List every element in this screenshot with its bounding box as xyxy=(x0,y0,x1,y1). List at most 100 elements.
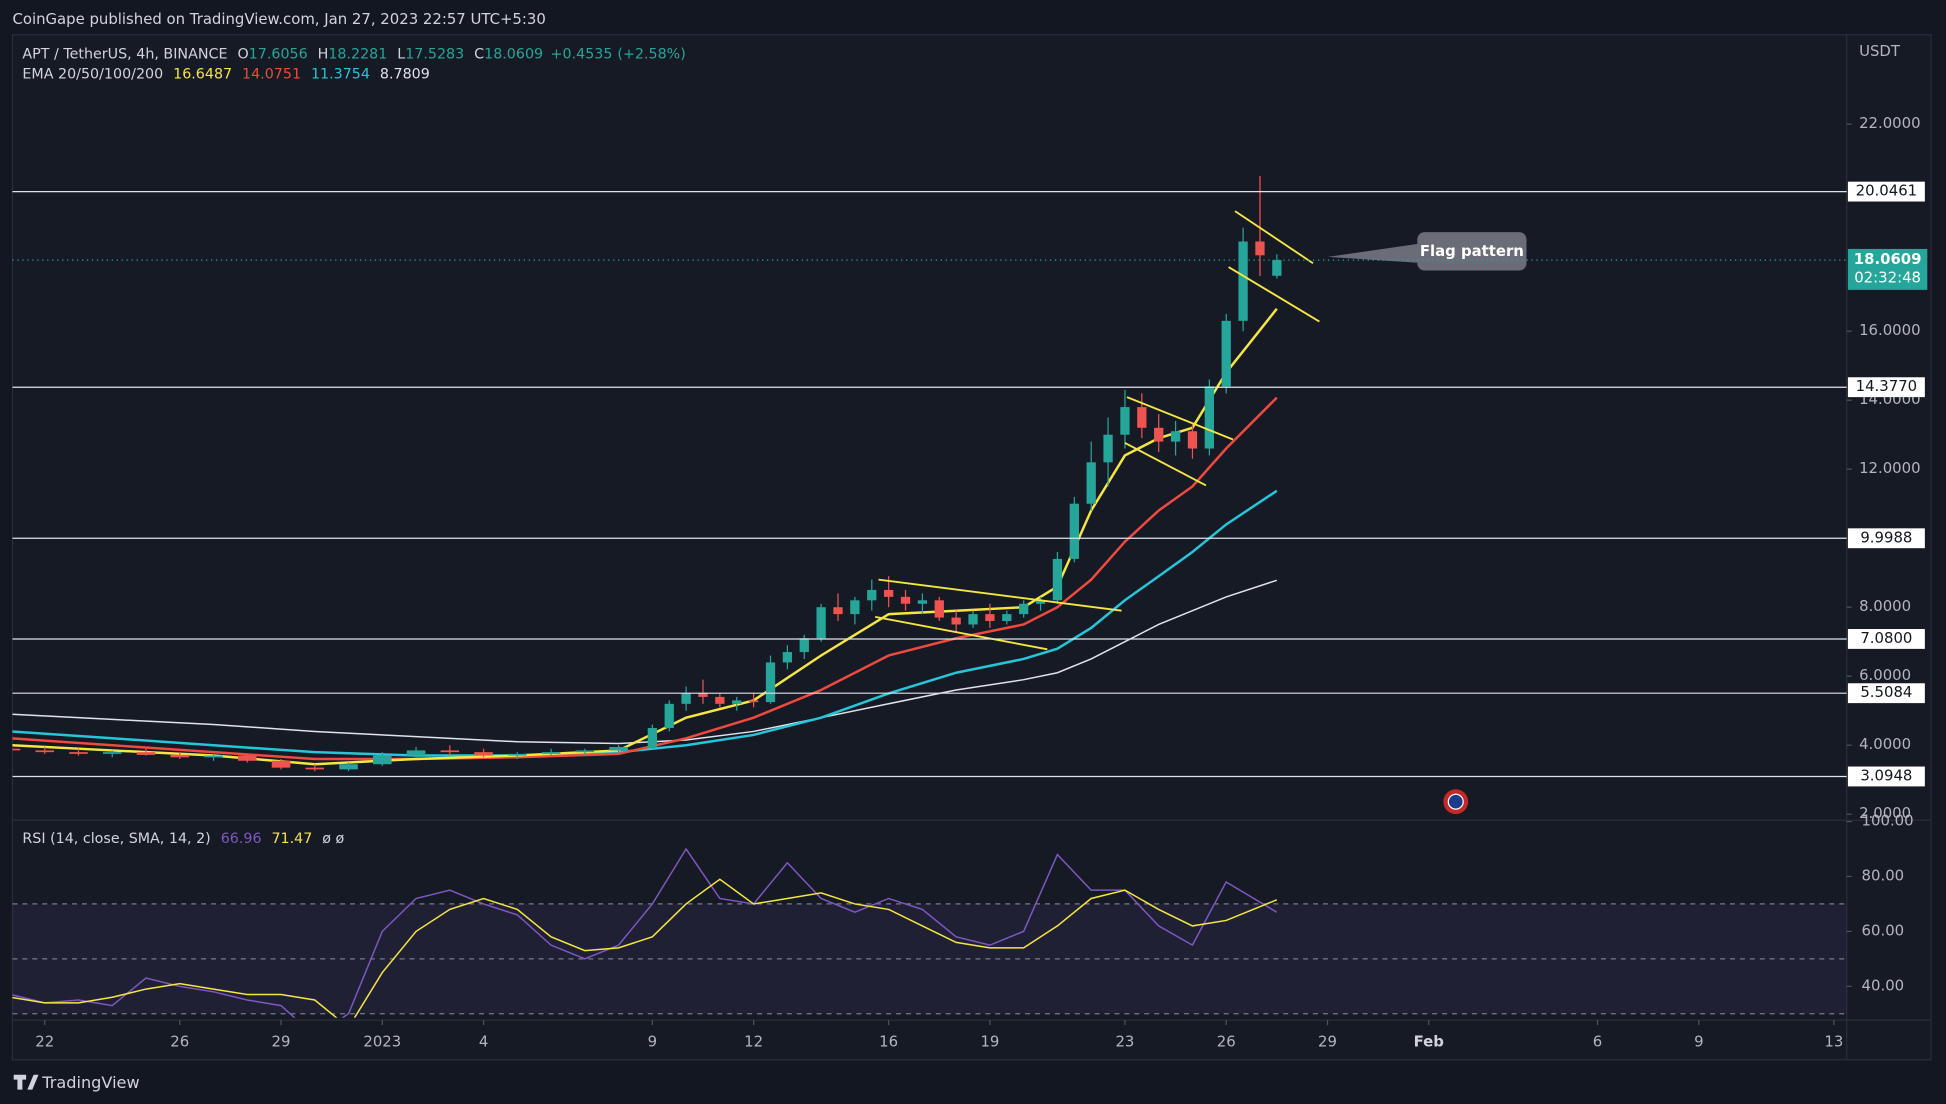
flag-callout: Flag pattern xyxy=(1327,232,1527,271)
candle-body xyxy=(799,638,809,653)
candle-body xyxy=(698,693,708,697)
candle-body xyxy=(508,753,527,756)
level-label-bg xyxy=(1847,377,1925,398)
candle-body xyxy=(35,750,55,753)
brand-name: TradingView xyxy=(41,1073,139,1092)
trendline xyxy=(1126,396,1234,441)
indicator: EMA 20/50/100/200 xyxy=(22,66,163,82)
candle-body xyxy=(850,600,860,615)
candle-body xyxy=(917,600,928,604)
candle-body xyxy=(816,607,826,639)
last-price-bg xyxy=(1847,248,1928,290)
candle-body xyxy=(1086,462,1096,504)
candle-body xyxy=(1170,431,1181,442)
candle-body xyxy=(664,703,674,728)
candle-body xyxy=(373,755,392,765)
symbol: APT / TetherUS, 4h, BINANCE xyxy=(22,47,227,63)
ohlc-letter: H xyxy=(318,47,329,63)
level-label-bg xyxy=(1847,683,1925,704)
candle-body xyxy=(609,746,628,751)
rsi-y-tick-label: 80.00 xyxy=(1862,866,1905,884)
candle-body xyxy=(440,750,460,753)
y-tick-label: 22.0000 xyxy=(1859,114,1921,132)
ema-line xyxy=(12,489,1278,757)
candle-body xyxy=(1035,600,1046,604)
trendline xyxy=(1228,266,1320,323)
y-tick-label: 6.0000 xyxy=(1859,666,1911,684)
brand-logo xyxy=(13,1074,39,1090)
ema-value: 14.0751 xyxy=(242,66,301,82)
candle-body xyxy=(1187,431,1198,449)
trendline xyxy=(878,578,1122,612)
callout-arrow xyxy=(1327,243,1423,264)
x-tick-label: 29 xyxy=(272,1032,291,1050)
candle-body xyxy=(1154,427,1164,442)
level-label-bg xyxy=(1847,181,1925,202)
candle-body xyxy=(732,700,742,704)
x-tick-label: 22 xyxy=(35,1032,54,1050)
level-label: 5.5084 xyxy=(1860,683,1912,701)
ema-value: 11.3754 xyxy=(311,66,370,82)
rsi-line xyxy=(12,847,1278,1018)
candle-body xyxy=(884,589,894,597)
x-tick-label: 9 xyxy=(1694,1032,1703,1050)
symbol-legend: APT / TetherUS, 4h, BINANCE O17.6056 H18.2… xyxy=(22,47,685,63)
candle-body xyxy=(1052,558,1063,601)
publisher: CoinGape published on TradingView.com, J… xyxy=(12,10,545,28)
last-price-label: 18.0609 xyxy=(1854,250,1922,268)
candle-body xyxy=(136,752,156,755)
x-tick-label: 6 xyxy=(1593,1032,1602,1050)
candle-body xyxy=(1255,241,1265,256)
candle-body xyxy=(12,748,21,751)
rsi-title: RSI (14, close, SMA, 14, 2) xyxy=(22,831,210,847)
candle-body xyxy=(951,617,961,625)
rsi-y-tick-label: 60.00 xyxy=(1862,921,1905,939)
level-label: 7.0800 xyxy=(1860,629,1912,647)
watermark-icon-inner xyxy=(1447,793,1464,810)
rsi-value: 66.96 xyxy=(221,831,262,847)
candle-body xyxy=(406,750,426,756)
candle-body xyxy=(271,760,291,768)
candle-body xyxy=(541,752,561,754)
ema-value: 8.7809 xyxy=(380,66,430,82)
candle-body xyxy=(69,752,88,754)
ema-line xyxy=(12,579,1278,745)
x-tick-label: 19 xyxy=(980,1032,999,1050)
candle-body xyxy=(968,614,978,625)
y-tick-label: 8.0000 xyxy=(1859,597,1911,615)
y-tick-label: 16.0000 xyxy=(1859,321,1921,339)
y-tick-label: 2.0000 xyxy=(1859,804,1911,822)
candle-body xyxy=(339,764,358,770)
candle-body xyxy=(765,662,776,703)
rsi-line xyxy=(12,878,1278,1018)
brand: TradingView xyxy=(13,1073,140,1092)
x-tick-label: 26 xyxy=(1217,1032,1236,1050)
level-label: 20.0461 xyxy=(1856,182,1918,200)
ohlc-value: 18.0609 xyxy=(484,47,543,63)
ema-legend: EMA 20/50/100/200 16.6487 14.0751 11.3754 8.… xyxy=(22,66,429,82)
level-label: 3.0948 xyxy=(1860,766,1912,784)
price-pane xyxy=(12,175,1320,772)
candle-body xyxy=(647,727,657,747)
candle-body xyxy=(867,589,877,601)
ohlc-letter: L xyxy=(397,47,405,63)
candle-body xyxy=(1069,503,1079,559)
ohlc-letter: C xyxy=(474,47,484,63)
ohlc-value: 17.6056 xyxy=(249,47,308,63)
trendline xyxy=(1124,442,1207,487)
change: +0.4535 xyxy=(551,47,613,63)
trendline xyxy=(1234,210,1314,264)
candle-body xyxy=(900,596,911,604)
level-label-bg xyxy=(1847,528,1925,549)
level-label: 14.3770 xyxy=(1856,377,1918,395)
callout-text: Flag pattern xyxy=(1420,242,1524,260)
candle-body xyxy=(1103,434,1113,463)
ohlc-value: 18.2281 xyxy=(328,47,387,63)
x-tick-label: 29 xyxy=(1318,1032,1337,1050)
countdown: 02:32:48 xyxy=(1854,269,1921,287)
chart-frame xyxy=(11,34,1932,1061)
x-tick-label: 16 xyxy=(879,1032,898,1050)
rsi-pane xyxy=(12,847,1847,1018)
